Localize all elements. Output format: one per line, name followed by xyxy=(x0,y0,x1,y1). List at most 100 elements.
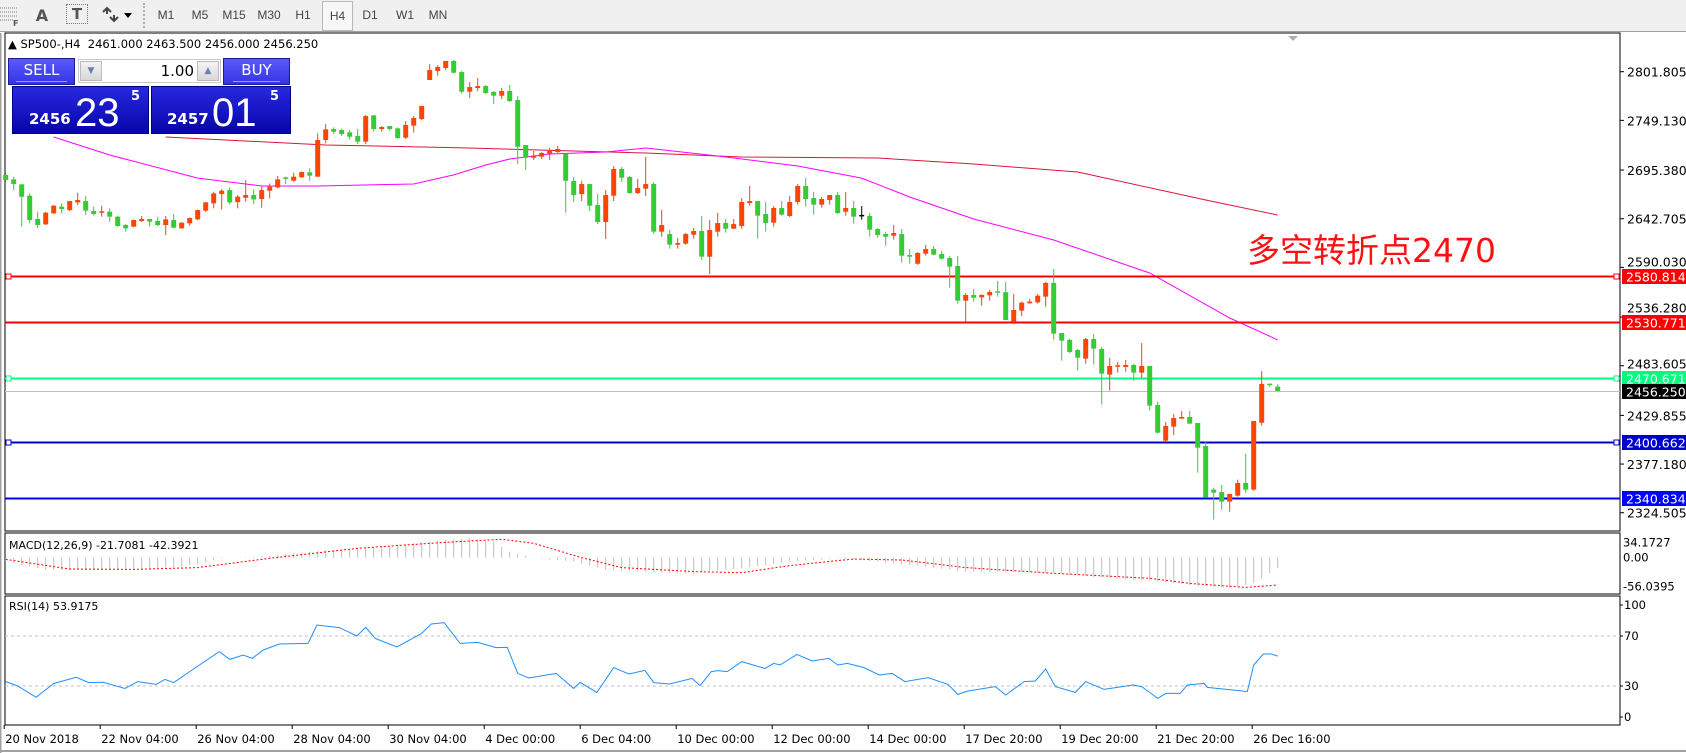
candle-body xyxy=(315,139,321,177)
timeframe-m30[interactable]: M30 xyxy=(257,8,281,22)
candle-body xyxy=(1011,310,1017,322)
candle-body xyxy=(459,71,465,92)
candle-body xyxy=(427,70,433,81)
timeframe-d1[interactable]: D1 xyxy=(362,8,378,22)
candle-body xyxy=(1083,339,1089,359)
candle-body xyxy=(403,125,409,138)
candle-body xyxy=(587,184,593,206)
price-line-label-bg xyxy=(1622,371,1686,386)
candle-body xyxy=(1211,489,1217,493)
text-tool-icon[interactable]: A xyxy=(35,5,49,25)
price-tick-label: 2749.130 xyxy=(1627,113,1686,128)
candle-body xyxy=(1155,404,1161,433)
candle-body xyxy=(539,153,545,157)
candle-body xyxy=(1019,302,1025,311)
candle-body xyxy=(803,186,809,200)
candle-body xyxy=(1099,348,1105,374)
rsi-label: RSI(14) 53.9175 xyxy=(9,600,98,613)
time-label: 22 Nov 04:00 xyxy=(101,732,179,746)
candle-body xyxy=(915,252,921,264)
fibonacci-fan-grid-icon[interactable]: F xyxy=(0,4,20,26)
candle-body xyxy=(11,179,17,185)
timeframe-mn[interactable]: MN xyxy=(428,8,448,22)
candle-body xyxy=(1059,333,1065,341)
rsi-tick-label: 100 xyxy=(1624,598,1646,612)
candle-body xyxy=(1163,425,1169,441)
candle-body xyxy=(475,86,481,89)
timeframe-h4[interactable]: H4 xyxy=(322,1,353,31)
candle-body xyxy=(651,183,657,232)
price-tick-label: 2801.805 xyxy=(1627,65,1686,80)
text-label-tool-icon[interactable]: T xyxy=(66,4,88,24)
candle-body xyxy=(203,202,209,211)
candle-body xyxy=(1243,482,1249,490)
candle-body xyxy=(51,205,57,214)
buy-price-button[interactable]: 2457 01 5 xyxy=(151,86,291,135)
svg-text:F: F xyxy=(13,19,18,26)
candle-body xyxy=(795,186,801,202)
candle-body xyxy=(715,223,721,232)
candle-body xyxy=(563,153,569,181)
sell-price-prefix: 2456 xyxy=(29,110,71,128)
macd-tick-label: -56.0395 xyxy=(1623,580,1675,594)
price-line-label-bg xyxy=(1622,491,1686,506)
timeframe-m5[interactable]: M5 xyxy=(191,8,209,22)
time-label: 17 Dec 20:00 xyxy=(965,732,1042,746)
lot-decrease-button[interactable]: ▼ xyxy=(80,61,102,81)
candle-body xyxy=(187,218,193,224)
candle-body xyxy=(35,218,41,225)
price-tick-label: 2324.505 xyxy=(1627,506,1686,521)
candle-body xyxy=(467,87,473,92)
moving-average-fast-line xyxy=(53,136,1278,341)
candle-body xyxy=(867,216,873,230)
candle-body xyxy=(763,214,769,224)
line-handle xyxy=(5,375,12,382)
candle-body xyxy=(1051,282,1057,334)
candle-body xyxy=(987,291,993,296)
sell-price-button[interactable]: 2456 23 5 xyxy=(12,86,149,135)
candle-body xyxy=(1131,364,1137,373)
candle-body xyxy=(1043,282,1049,297)
candle-body xyxy=(163,219,169,225)
candle-body xyxy=(371,115,377,129)
line-handle xyxy=(1613,273,1620,280)
candle-body xyxy=(339,130,345,134)
price-line-label: 2580.814 xyxy=(1626,270,1686,285)
rsi-tick-label: 0 xyxy=(1624,710,1631,724)
collapse-triangle-icon[interactable]: ▲ xyxy=(8,37,21,51)
candle-body xyxy=(755,201,761,216)
arrows-dropdown-icon[interactable] xyxy=(100,4,136,26)
chart-header: ▲ SP500-,H4 2461.000 2463.500 2456.000 2… xyxy=(8,37,318,51)
candle-body xyxy=(59,206,65,210)
candle-body xyxy=(379,127,385,129)
candle-body xyxy=(523,145,529,158)
timeframe-m1[interactable]: M1 xyxy=(157,8,175,22)
timeframe-m15[interactable]: M15 xyxy=(222,8,246,22)
candle-body xyxy=(491,92,497,96)
candle-body xyxy=(211,193,217,204)
timeframe-w1[interactable]: W1 xyxy=(396,8,414,22)
price-tick-label: 2695.380 xyxy=(1627,163,1686,178)
candle-body xyxy=(235,196,241,203)
lot-size-input[interactable]: 1.00 xyxy=(160,62,194,80)
moving-average-slow-line xyxy=(165,136,1278,216)
price-tick-label: 2536.280 xyxy=(1627,301,1686,316)
lot-size-stepper[interactable]: ▼ 1.00 ▲ xyxy=(78,59,221,83)
timeframe-h1[interactable]: H1 xyxy=(295,8,311,22)
macd-label: MACD(12,26,9) -21.7081 -42.3921 xyxy=(9,539,198,552)
candle-body xyxy=(1275,386,1281,391)
ohlc-values: 2461.000 2463.500 2456.000 2456.250 xyxy=(87,37,319,51)
candle-body xyxy=(91,211,97,215)
candle-body xyxy=(323,129,329,140)
buy-price-sup: 5 xyxy=(270,89,280,104)
candle-body xyxy=(1035,295,1041,303)
buy-button[interactable]: BUY xyxy=(223,58,290,85)
sell-button[interactable]: SELL xyxy=(8,58,75,85)
candle-body xyxy=(19,184,25,197)
candle-body xyxy=(827,195,833,201)
lot-increase-button[interactable]: ▲ xyxy=(197,61,219,81)
chart-annotation-text[interactable]: 多空转折点2470 xyxy=(1247,231,1496,270)
candle-body xyxy=(419,105,425,120)
candle-body xyxy=(923,249,929,254)
